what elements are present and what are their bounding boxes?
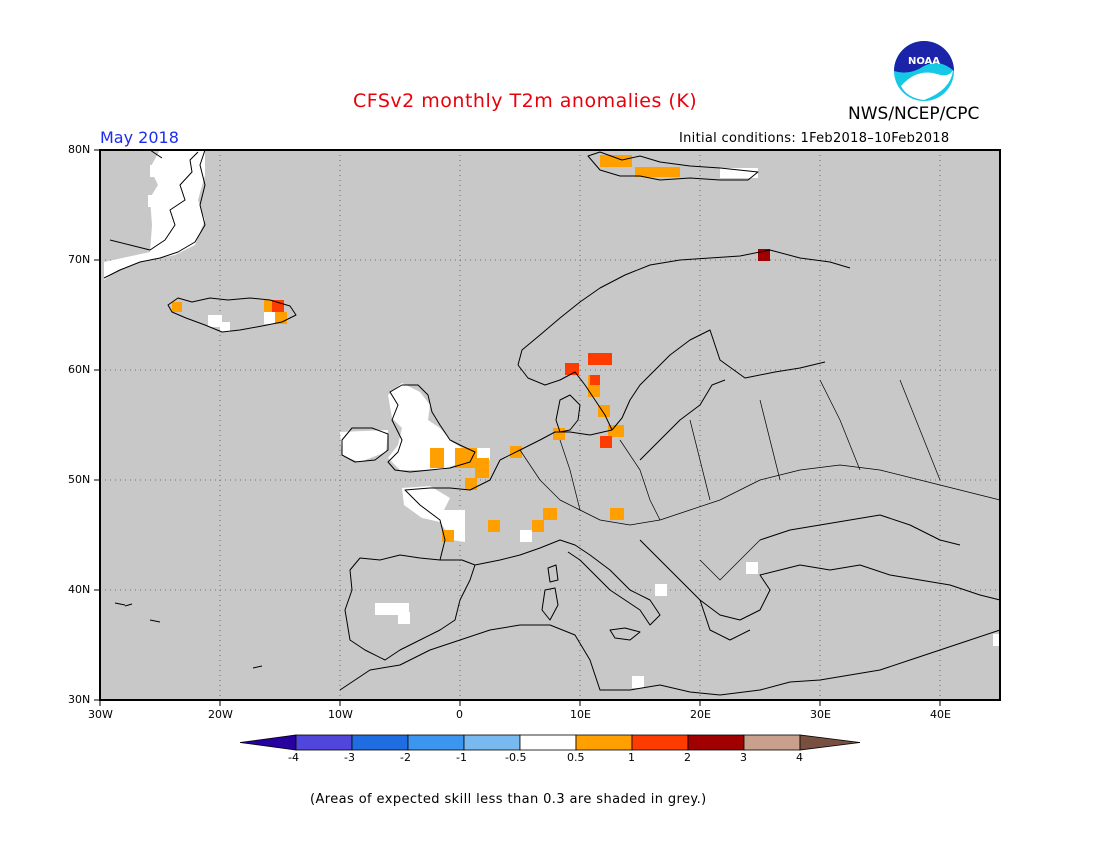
colorbar-bin-9 [743,734,801,751]
map-title: CFSv2 monthly T2m anomalies (K) [353,90,698,112]
colorbar-bin-3 [407,734,465,751]
map-background [100,150,1000,700]
lon-label-20w: 20W [208,708,233,721]
gridlines [100,150,1000,700]
lon-label-20e: 20E [690,708,711,721]
lat-label-70n: 70N [68,253,91,266]
colorbar-label-2: 2 [684,751,691,764]
warm-anomaly-cells-05-1 [172,155,680,542]
colorbar-label-neg1: -1 [456,751,467,764]
lat-label-50n: 50N [68,473,91,486]
colorbar-label-4: 4 [796,751,803,764]
lon-label-30e: 30E [810,708,831,721]
lon-label-0: 0 [456,708,463,721]
coastlines [103,149,1001,696]
colorbar-bin-7 [631,734,689,751]
colorbar-bin-10 [799,734,861,751]
lon-label-10w: 10W [328,708,353,721]
colorbar-label-neg4: -4 [288,751,299,764]
colorbar-label-1: 1 [628,751,635,764]
colorbar-bin-0 [239,734,297,751]
colorbar-bin-4 [463,734,521,751]
colorbar-bin-6 [575,734,633,751]
colorbar-bin-2 [351,734,409,751]
colorbar-label-neg3: -3 [344,751,355,764]
lat-label-80n: 80N [68,143,91,156]
lat-label-40n: 40N [68,583,91,596]
skill-footnote: (Areas of expected skill less than 0.3 a… [310,792,707,807]
agency-label: NWS/NCEP/CPC [848,104,980,124]
lon-label-10e: 10E [570,708,591,721]
colorbar [239,734,861,751]
logo-text: NOAA [908,56,940,67]
colorbar-bin-1 [295,734,353,751]
colorbar-label-neg05: -0.5 [505,751,527,764]
map-frame [99,149,1001,701]
lon-label-30w: 30W [88,708,113,721]
colorbar-label-3: 3 [740,751,747,764]
initial-conditions-label: Initial conditions: 1Feb2018–10Feb2018 [679,131,950,146]
lon-label-40e: 40E [930,708,951,721]
colorbar-bin-5 [519,734,577,751]
colorbar-bin-8 [687,734,745,751]
axis-ticks [94,149,941,706]
noaa-logo: NOAA [894,41,954,101]
colorbar-label-05: 0.5 [567,751,585,764]
valid-month-label: May 2018 [100,128,179,147]
lat-label-60n: 60N [68,363,91,376]
lat-label-30n: 30N [68,693,91,706]
colorbar-label-neg2: -2 [400,751,411,764]
